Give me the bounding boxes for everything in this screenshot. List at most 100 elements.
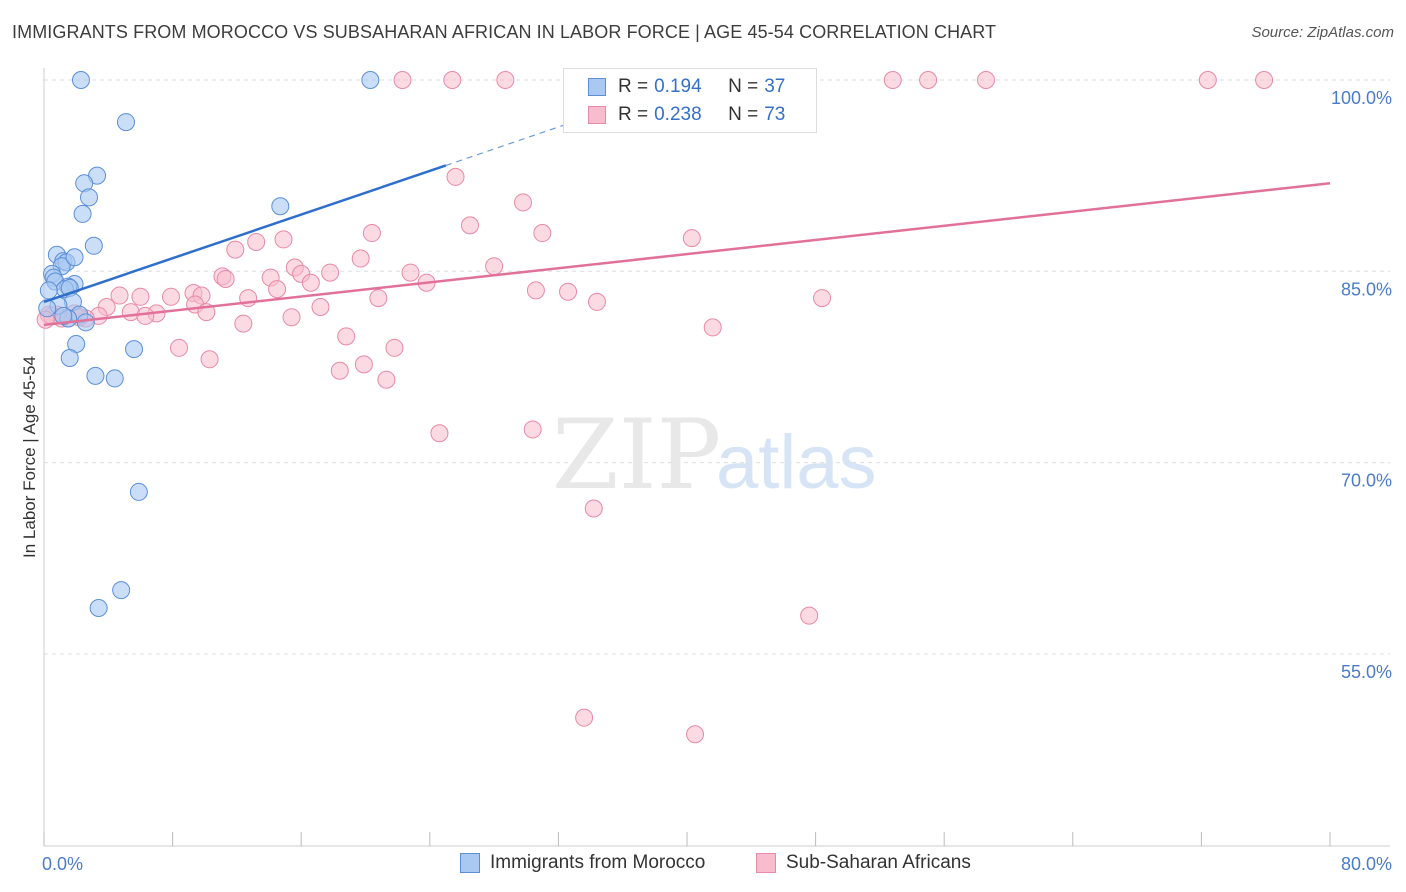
watermark-zip: ZIP (552, 399, 721, 511)
morocco-point (112, 581, 131, 600)
morocco-point (39, 281, 58, 300)
ssa-point (393, 71, 412, 89)
ssa-point (311, 298, 330, 317)
ssa-point (682, 229, 701, 248)
y-axis-label: In Labor Force | Age 45-54 (20, 356, 39, 558)
legend-n-label: N = (728, 104, 759, 125)
ssa-point (686, 725, 705, 744)
ssa-point (496, 71, 515, 89)
legend-r-label: R = (618, 76, 649, 97)
ssa-point (337, 327, 356, 346)
series-morocco-points (38, 71, 380, 617)
ssa-point (234, 314, 253, 333)
y-tick-label: 85.0% (1341, 279, 1392, 299)
ssa-point (575, 708, 594, 727)
ssa-point (369, 289, 388, 308)
legend-r-value: 0.238 (654, 104, 702, 125)
ssa-point (703, 318, 722, 337)
morocco-point (80, 188, 99, 207)
ssa-point (282, 308, 301, 327)
y-tick-label: 70.0% (1341, 471, 1392, 491)
ssa-point (170, 338, 189, 357)
morocco-point (38, 299, 57, 318)
ssa-point (523, 420, 542, 439)
legend-row-morocco: R = 0.194 N = 37 (588, 75, 785, 99)
ssa-point (216, 269, 235, 288)
morocco-point (86, 366, 105, 385)
ssa-point (136, 306, 155, 325)
legend-item-ssa: Sub-Saharan Africans (756, 852, 971, 874)
ssa-point (1198, 71, 1217, 89)
morocco-point (54, 306, 73, 325)
ssa-point (401, 263, 420, 282)
legend-swatch-morocco (460, 853, 480, 873)
legend-label-ssa: Sub-Saharan Africans (786, 852, 971, 873)
gridlines (44, 79, 1390, 655)
ssa-point (161, 287, 180, 306)
legend-r-value: 0.194 (654, 76, 702, 97)
ssa-point (460, 216, 479, 235)
morocco-point (84, 236, 103, 255)
legend-swatch-morocco (588, 78, 606, 96)
legend-n-label: N = (728, 76, 759, 97)
legend-label-morocco: Immigrants from Morocco (490, 852, 706, 873)
ssa-point (226, 240, 245, 259)
morocco-point (116, 113, 135, 132)
ssa-point (485, 257, 504, 276)
trend-line-ssa (43, 182, 1331, 327)
morocco-point (71, 71, 90, 89)
morocco-point (271, 197, 290, 216)
ssa-point (351, 249, 370, 268)
ssa-point (354, 355, 373, 374)
y-tick-label: 55.0% (1341, 662, 1392, 682)
morocco-point (89, 598, 108, 617)
series-legend: Immigrants from Morocco Sub-Saharan Afri… (0, 852, 1406, 878)
morocco-point (125, 340, 144, 359)
ssa-point (883, 71, 902, 89)
ssa-point (430, 424, 449, 443)
ssa-point (514, 193, 533, 212)
ssa-point (110, 286, 129, 305)
ssa-point (919, 71, 938, 89)
morocco-point (73, 204, 92, 223)
ssa-point (321, 263, 340, 282)
ssa-point (559, 282, 578, 301)
x-tick-label: 80.0% (1341, 854, 1392, 874)
ssa-point (587, 292, 606, 311)
source-label: Source: ZipAtlas.com (1251, 24, 1394, 41)
ssa-point (200, 350, 219, 369)
watermark: ZIP atlas (552, 399, 877, 511)
morocco-point (361, 71, 380, 89)
ssa-point (533, 224, 552, 243)
legend-n-value: 37 (764, 76, 786, 97)
ssa-point (131, 287, 150, 306)
ssa-point (976, 71, 995, 89)
ssa-point (526, 281, 545, 300)
legend-row-ssa: R = 0.238 N = 73 (588, 103, 785, 127)
legend-r-label: R = (618, 104, 649, 125)
ssa-point (274, 230, 293, 249)
ssa-point (385, 338, 404, 357)
ssa-point (584, 499, 603, 518)
ssa-point (330, 361, 349, 380)
legend-item-morocco: Immigrants from Morocco (460, 852, 705, 874)
trend-lines (43, 93, 1331, 327)
trend-line-morocco (43, 164, 447, 304)
ssa-point (268, 280, 287, 299)
chart-title: IMMIGRANTS FROM MOROCCO VS SUBSAHARAN AF… (12, 22, 997, 42)
morocco-point (129, 482, 148, 501)
x-tick-label: 0.0% (42, 854, 83, 874)
axes (43, 68, 1390, 847)
y-tick-label: 100.0% (1331, 88, 1392, 108)
legend-swatch-ssa (588, 106, 606, 124)
ssa-point (813, 289, 832, 308)
ssa-point (362, 224, 381, 243)
y-tick-labels: 55.0% 70.0% 85.0% 100.0% (1331, 88, 1392, 682)
ssa-point (377, 370, 396, 389)
legend-n-value: 73 (764, 104, 786, 125)
morocco-point (105, 369, 124, 388)
correlation-legend: R = 0.194 N = 37 R = 0.238 N = 73 (563, 68, 817, 133)
watermark-atlas: atlas (716, 420, 877, 505)
morocco-point (60, 349, 79, 368)
